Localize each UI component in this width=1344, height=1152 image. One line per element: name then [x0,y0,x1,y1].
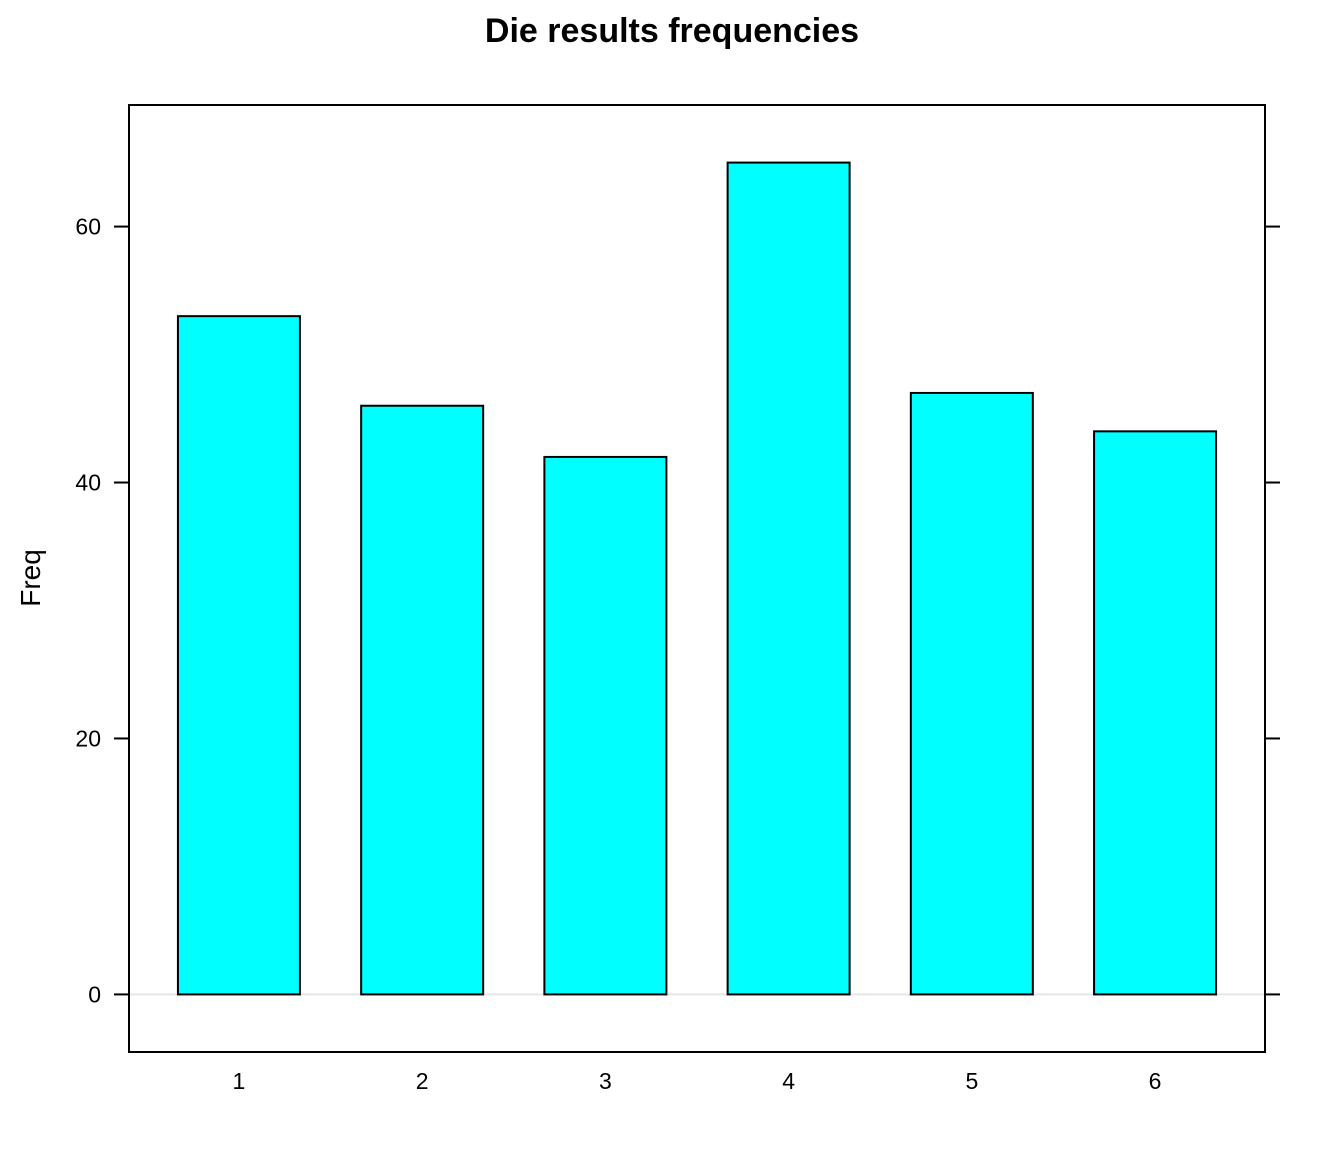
bar-6 [1093,430,1218,996]
y-axis-ticks: 0 20 40 60 [75,214,1280,1007]
bar-3 [543,455,668,996]
y-tick-label-0: 0 [88,981,101,1007]
y-axis-label: Freq [15,549,46,607]
y-tick-label-20: 20 [75,725,101,751]
bar-1 [176,315,301,996]
bar-5 [909,391,1034,996]
x-tick-label-6: 6 [1149,1068,1162,1094]
x-axis-ticks: 1 2 3 4 5 6 [233,1068,1162,1094]
plot-frame [128,104,1266,1053]
x-tick-label-1: 1 [233,1068,246,1094]
bar-2 [360,404,485,996]
x-tick-label-4: 4 [782,1068,795,1094]
chart-title: Die results frequencies [485,12,859,50]
bar-4 [726,161,851,996]
y-tick-label-60: 60 [75,214,101,240]
bars-layer [176,161,1218,996]
x-tick-label-3: 3 [599,1068,612,1094]
y-tick-label-40: 40 [75,470,101,496]
x-tick-label-2: 2 [416,1068,429,1094]
x-tick-label-5: 5 [965,1068,978,1094]
